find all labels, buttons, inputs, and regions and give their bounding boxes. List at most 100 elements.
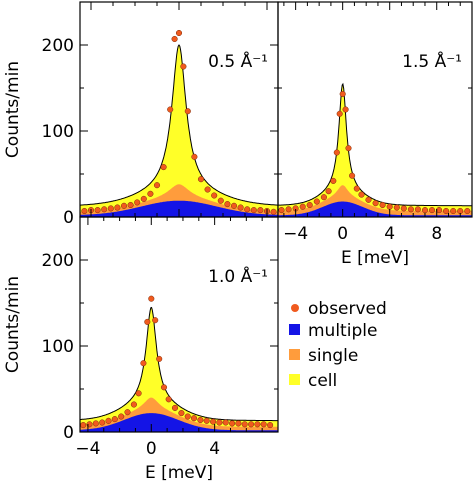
legend-item-multiple: multiple <box>289 321 377 341</box>
observed-point-0-5-0 <box>81 207 88 215</box>
observed-point-1-0-27 <box>235 420 242 427</box>
observed-point-1-0-5 <box>111 416 118 423</box>
observed-point-0-5-18 <box>191 153 198 160</box>
observed-point-1-5-7 <box>325 188 332 195</box>
observed-point-1-5-26 <box>428 207 436 214</box>
panel-label-1-0: 1.0 Å⁻¹ <box>208 265 268 287</box>
observed-point-0-5-17 <box>184 108 191 115</box>
x-tick-label-1-5-0: 0 <box>337 224 348 244</box>
observed-point-0-5-12 <box>160 164 167 171</box>
observed-point-1-0-11 <box>144 318 151 325</box>
legend-marker-cell <box>289 374 300 385</box>
observed-point-0-5-14 <box>171 35 178 43</box>
legend-marker-single <box>289 349 300 360</box>
x-tick-label-1-5-4: 4 <box>384 224 395 244</box>
observed-point-0-5-11 <box>153 182 161 189</box>
observed-point-1-5-8 <box>330 177 337 184</box>
observed-point-0-5-13 <box>167 106 174 113</box>
observed-point-0-5-22 <box>217 197 224 204</box>
observed-point-0-5-27 <box>250 207 257 214</box>
observed-point-1-0-10 <box>140 360 147 367</box>
observed-point-0-5-2 <box>94 207 101 214</box>
legend-marker-observed <box>291 304 299 312</box>
observed-point-1-0-31 <box>260 421 267 428</box>
cell-area-1-5 <box>278 84 472 217</box>
observed-point-1-0-15 <box>160 384 168 391</box>
legend-label-cell: cell <box>308 371 337 391</box>
fit-line-1-5 <box>277 82 472 207</box>
observed-point-1-5-25 <box>421 207 429 214</box>
multiple-area-1-0 <box>80 413 278 432</box>
observed-point-1-0-0 <box>80 422 87 429</box>
observed-point-0-5-10 <box>147 190 154 197</box>
observed-point-0-5-8 <box>134 199 141 206</box>
observed-point-1-5-17 <box>365 196 372 203</box>
plot-frame-1-5 <box>277 1 473 218</box>
observed-point-1-5-21 <box>393 204 400 211</box>
panel-label-0-5: 0.5 Å⁻¹ <box>208 50 268 72</box>
observed-point-1-5-5 <box>313 198 320 205</box>
legend-item-observed: observed <box>291 299 387 319</box>
observed-point-0-5-24 <box>230 202 238 209</box>
observed-point-0-5-9 <box>140 195 147 202</box>
observed-point-1-5-14 <box>349 172 356 179</box>
observed-point-1-5-15 <box>353 185 360 192</box>
observed-point-1-0-23 <box>210 418 217 425</box>
observed-point-1-0-32 <box>267 422 274 429</box>
observed-point-1-0-16 <box>165 396 172 403</box>
legend-marker-multiple <box>289 324 300 335</box>
observed-point-0-5-23 <box>224 201 231 208</box>
x-tick-label-1-0-0: 0 <box>146 439 157 459</box>
observed-point-1-5-23 <box>407 206 414 213</box>
observed-point-1-5-1 <box>285 206 292 213</box>
observed-point-0-5-25 <box>237 204 244 211</box>
observed-point-1-5-9 <box>333 149 340 156</box>
observed-point-1-0-2 <box>92 420 99 427</box>
y-tick-label-1-0-200: 200 <box>42 251 74 271</box>
y-tick-label-0-5-0: 0 <box>63 208 74 228</box>
observed-point-0-5-7 <box>127 201 134 209</box>
observed-point-1-0-30 <box>254 421 261 428</box>
observed-point-1-0-3 <box>99 419 106 426</box>
observed-point-0-5-5 <box>114 204 121 211</box>
observed-point-0-5-6 <box>120 202 128 209</box>
x-axis-title-1-5: E [meV] <box>341 248 409 268</box>
observed-point-1-0-22 <box>203 417 210 424</box>
y-tick-label-0-5-100: 100 <box>42 122 74 142</box>
fit-line-0-5 <box>80 44 278 206</box>
observed-point-1-5-24 <box>414 206 421 213</box>
legend: observed multiple single cell <box>289 299 387 391</box>
legend-label-multiple: multiple <box>308 321 377 341</box>
observed-point-1-0-24 <box>216 419 223 426</box>
observed-point-1-0-7 <box>124 409 131 416</box>
legend-item-single: single <box>289 346 358 366</box>
observed-point-1-5-13 <box>345 145 352 152</box>
observed-point-1-5-31 <box>464 207 471 215</box>
y-axis-title-1-0: Counts/min <box>3 276 23 373</box>
plot-frame-1-0 <box>79 216 279 433</box>
x-tick-label-1-0--4: −4 <box>75 439 100 459</box>
observed-point-0-5-28 <box>257 207 264 214</box>
y-tick-label-0-5-200: 200 <box>42 36 74 56</box>
observed-point-0-5-19 <box>197 176 205 183</box>
observed-point-1-5-6 <box>320 194 327 201</box>
observed-point-1-0-17 <box>171 404 179 411</box>
observed-point-1-0-26 <box>229 420 236 427</box>
legend-item-cell: cell <box>289 371 337 391</box>
observed-point-1-0-6 <box>118 413 125 420</box>
observed-point-1-0-13 <box>152 317 159 324</box>
observed-point-1-0-8 <box>130 401 137 408</box>
observed-point-0-5-3 <box>101 206 108 213</box>
observed-point-1-0-4 <box>105 417 112 424</box>
observed-point-0-5-26 <box>244 206 251 213</box>
observed-point-0-5-16 <box>180 63 187 70</box>
legend-label-observed: observed <box>308 299 387 319</box>
fit-line-1-0 <box>80 306 278 422</box>
observed-point-1-0-28 <box>241 421 248 428</box>
observed-point-1-0-29 <box>248 421 255 428</box>
observed-point-1-0-12 <box>148 295 155 302</box>
observed-point-1-0-21 <box>197 416 204 424</box>
observed-point-1-0-19 <box>184 413 191 420</box>
